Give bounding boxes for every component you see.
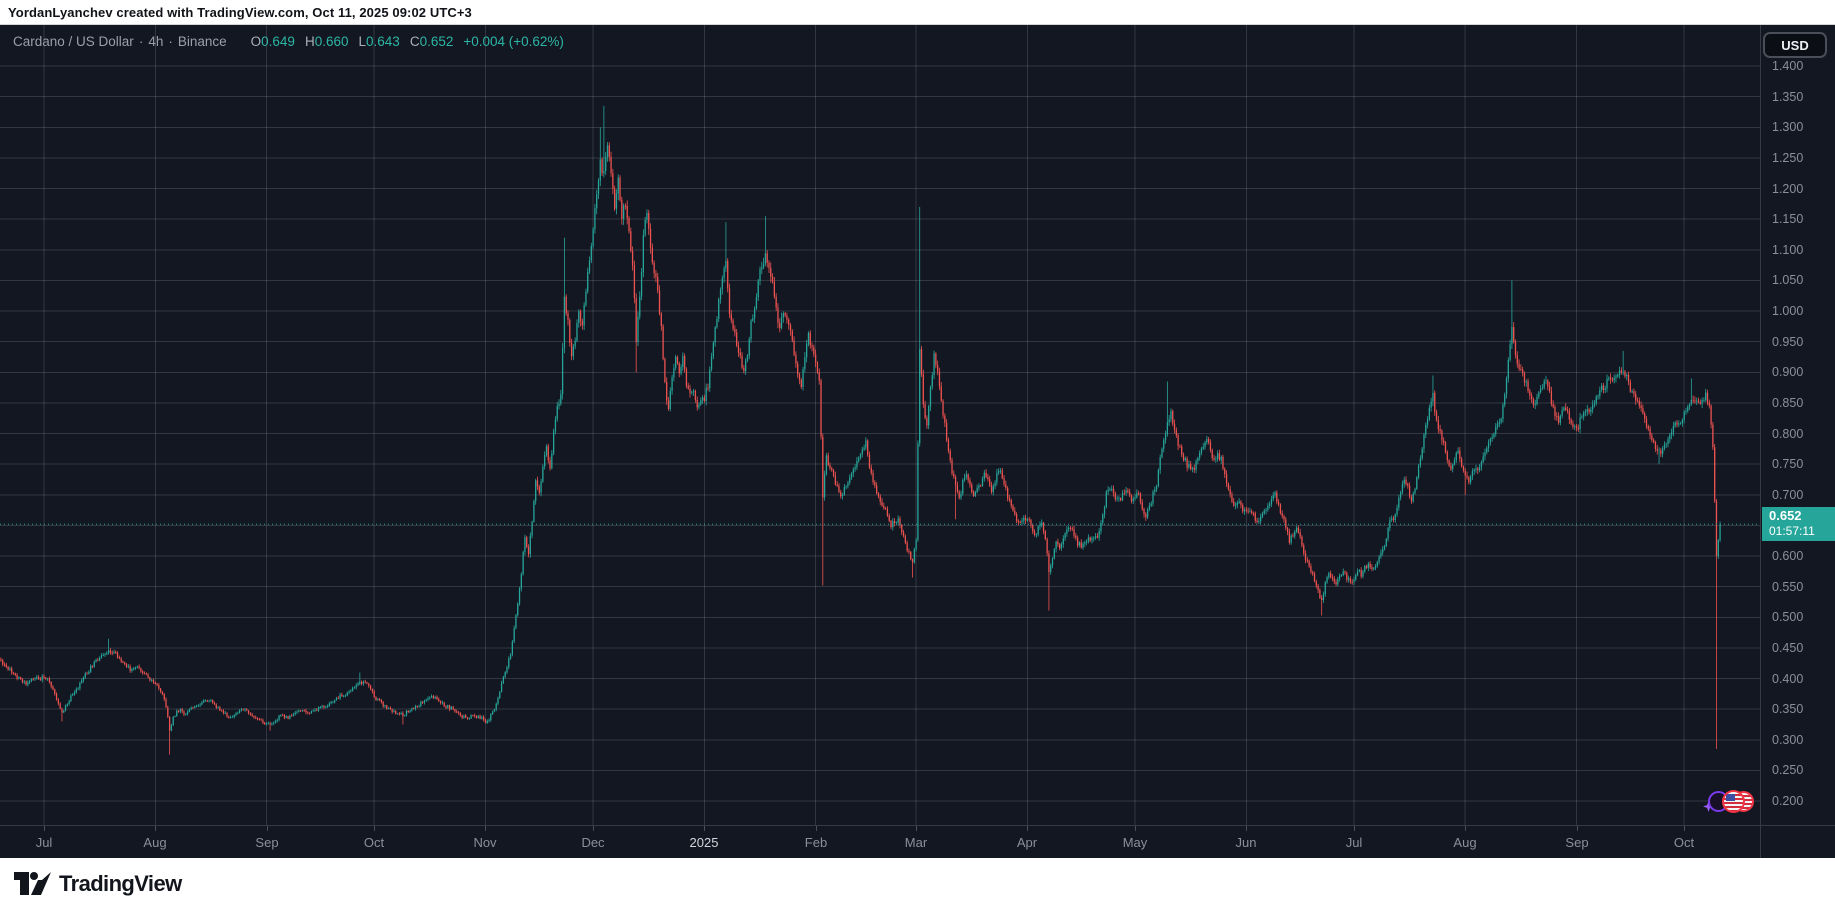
price-tick-label: 0.750 — [1772, 457, 1804, 471]
exchange-label: Binance — [177, 33, 227, 49]
attribution-text: YordanLyanchev created with TradingView.… — [8, 4, 472, 20]
time-tick-label: Sep — [255, 835, 279, 850]
price-tick-label: 1.150 — [1772, 212, 1804, 226]
price-tick-label: 0.350 — [1772, 702, 1804, 716]
price-tick-label: 0.300 — [1772, 733, 1804, 747]
time-tick-mark — [1684, 826, 1685, 831]
time-tick-label: Mar — [904, 835, 928, 850]
time-tick-label: Sep — [1565, 835, 1589, 850]
price-tick-label: 1.250 — [1772, 151, 1804, 165]
high-value: 0.660 — [314, 33, 349, 49]
time-tick-mark — [1027, 826, 1028, 831]
price-tick-label: 1.400 — [1772, 59, 1804, 73]
price-tick-label: 1.100 — [1772, 243, 1804, 257]
time-tick-mark — [593, 826, 594, 831]
price-tick-label: 0.250 — [1772, 763, 1804, 777]
currency-toggle-button[interactable]: USD — [1763, 32, 1827, 58]
time-tick-label: Nov — [473, 835, 497, 850]
time-tick-label: Aug — [143, 835, 167, 850]
time-tick-label: Jul — [35, 835, 53, 850]
price-tick-label: 1.200 — [1772, 182, 1804, 196]
change-value: +0.004 (+0.62%) — [463, 33, 564, 49]
time-tick-label: Oct — [1673, 835, 1695, 850]
time-tick-mark — [1577, 826, 1578, 831]
interval-label: 4h — [148, 33, 164, 49]
time-axis[interactable]: Jul Aug Sep Oct Nov Dec 2025 Feb Mar Apr May Jun Jul… — [0, 825, 1835, 858]
time-tick-mark — [1465, 826, 1466, 831]
price-tick-label: 0.200 — [1772, 794, 1804, 808]
price-tick-label: 1.000 — [1772, 304, 1804, 318]
price-tick-label: 0.550 — [1772, 580, 1804, 594]
time-tick-label: Aug — [1453, 835, 1477, 850]
candlestick-chart[interactable] — [0, 25, 1760, 825]
price-tick-label: 0.450 — [1772, 641, 1804, 655]
time-tick-mark — [374, 826, 375, 831]
time-tick-mark — [1246, 826, 1247, 831]
time-tick-mark — [1135, 826, 1136, 831]
time-tick-mark — [704, 826, 705, 831]
price-tick-label: 0.500 — [1772, 610, 1804, 624]
footer-bar: TradingView — [0, 858, 1835, 909]
price-tick-label: 1.300 — [1772, 120, 1804, 134]
last-price-label: 0.652 01:57:11 — [1762, 507, 1835, 541]
attribution-bar: YordanLyanchev created with TradingView.… — [0, 0, 1835, 25]
time-tick-label: 2025 — [689, 835, 719, 850]
price-tick-label: 0.800 — [1772, 427, 1804, 441]
down-candle-bodies — [0, 145, 1718, 731]
time-tick-label: May — [1122, 835, 1148, 850]
price-tick-label: 0.950 — [1772, 335, 1804, 349]
price-tick-label: 1.350 — [1772, 90, 1804, 104]
time-tick-mark — [155, 826, 156, 831]
time-tick-label: Jul — [1345, 835, 1363, 850]
price-tick-label: 0.600 — [1772, 549, 1804, 563]
time-tick-mark — [485, 826, 486, 831]
price-tick-label: 1.050 — [1772, 273, 1804, 287]
price-tick-label: 0.900 — [1772, 365, 1804, 379]
close-label: C — [409, 33, 420, 49]
us-flag-event-icon[interactable] — [1722, 790, 1745, 813]
time-tick-mark — [1354, 826, 1355, 831]
time-tick-label: Oct — [363, 835, 385, 850]
time-tick-mark — [44, 826, 45, 831]
price-tick-label: 0.850 — [1772, 396, 1804, 410]
time-tick-mark — [267, 826, 268, 831]
low-value: 0.643 — [366, 33, 400, 49]
price-tick-label: 0.700 — [1772, 488, 1804, 502]
time-tick-label: Dec — [581, 835, 605, 850]
time-tick-label: Feb — [804, 835, 828, 850]
open-label: O — [250, 33, 262, 49]
up-candle-bodies — [9, 145, 1721, 731]
symbol-legend[interactable]: Cardano / US Dollar · 4h · Binance O 0.649 H 0.6… — [13, 33, 564, 49]
tradingview-mark-icon — [14, 872, 51, 895]
low-label: L — [358, 33, 367, 49]
bar-countdown: 01:57:11 — [1769, 524, 1815, 538]
last-price-value: 0.652 — [1769, 508, 1802, 523]
symbol-name: Cardano / US Dollar — [13, 33, 134, 49]
price-axis[interactable]: 0.652 01:57:11 0.200 0.250 0.300 0.350 0.400… — [1760, 25, 1835, 858]
tradingview-logo[interactable]: TradingView — [14, 871, 182, 897]
price-tick-label: 0.400 — [1772, 672, 1804, 686]
open-value: 0.649 — [261, 33, 295, 49]
high-label: H — [304, 33, 315, 49]
time-tick-mark — [916, 826, 917, 831]
tradingview-wordmark: TradingView — [59, 870, 182, 896]
time-tick-label: Jun — [1235, 835, 1257, 850]
close-value: 0.652 — [419, 33, 454, 49]
event-markers[interactable] — [1703, 788, 1759, 818]
chart-area[interactable]: Cardano / US Dollar · 4h · Binance O 0.649 H 0.6… — [0, 25, 1835, 858]
time-tick-label: Apr — [1016, 835, 1038, 850]
time-tick-mark — [816, 826, 817, 831]
